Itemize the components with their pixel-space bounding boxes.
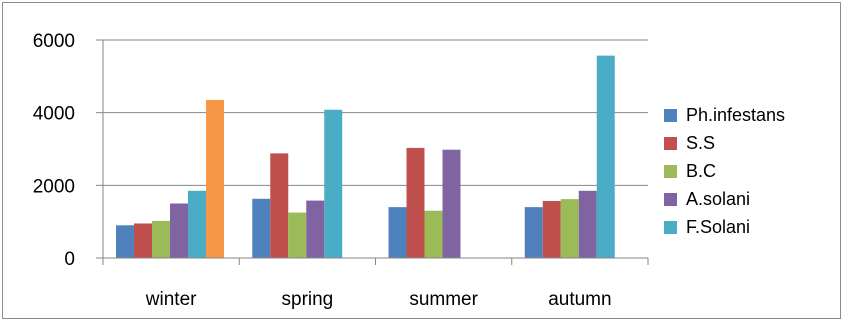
legend-swatch <box>664 165 677 178</box>
bar-extra-winter <box>206 99 224 258</box>
bar-a-solani-spring <box>306 200 325 258</box>
category-label-winter: winter <box>145 289 197 310</box>
category-labels: winter spring summer autumn <box>145 289 612 310</box>
bar-f-solani-autumn <box>596 55 615 258</box>
bar-s-s-autumn <box>542 200 561 258</box>
category-label-autumn: autumn <box>548 289 611 310</box>
bar-ph-infestans-autumn <box>524 207 543 258</box>
bar-b-c-winter <box>152 220 170 258</box>
legend-label: B.C <box>686 161 716 181</box>
bar-s-s-spring <box>270 153 289 258</box>
legend-swatch <box>664 109 677 122</box>
bar-s-s-summer <box>406 147 425 258</box>
bar-ph-infestans-winter <box>116 225 134 258</box>
bar-b-c-autumn <box>560 199 579 258</box>
axes <box>102 40 649 265</box>
y-tick-label: 6000 <box>33 31 75 52</box>
y-tick-label: 0 <box>64 249 75 270</box>
bar-a-solani-winter <box>170 203 188 258</box>
category-label-summer: summer <box>409 289 478 310</box>
bar-a-solani-summer <box>442 149 461 258</box>
bar-s-s-winter <box>134 223 152 258</box>
legend-label: F.Solani <box>686 217 750 237</box>
bar-ph-infestans-summer <box>388 207 407 258</box>
bar-a-solani-autumn <box>578 190 597 258</box>
y-tick-labels: 0 2000 4000 6000 <box>33 31 75 270</box>
legend-swatch <box>664 221 677 234</box>
legend-label: A.solani <box>686 189 750 209</box>
gridlines <box>96 39 648 259</box>
y-tick-label: 4000 <box>33 104 75 125</box>
bar-ph-infestans-spring <box>252 198 271 258</box>
legend-swatch <box>664 193 677 206</box>
bar-b-c-summer <box>424 210 443 258</box>
y-tick-label: 2000 <box>33 176 75 197</box>
bar-b-c-spring <box>288 212 307 258</box>
bar-f-solani-spring <box>324 109 343 258</box>
legend-label: S.S <box>686 133 715 153</box>
bar-f-solani-winter <box>188 190 206 258</box>
bars <box>116 55 615 258</box>
legend: Ph.infestans S.S B.C A.solani F.Solani <box>664 105 785 237</box>
legend-label: Ph.infestans <box>686 105 785 125</box>
legend-swatch <box>664 137 677 150</box>
category-label-spring: spring <box>282 289 334 310</box>
